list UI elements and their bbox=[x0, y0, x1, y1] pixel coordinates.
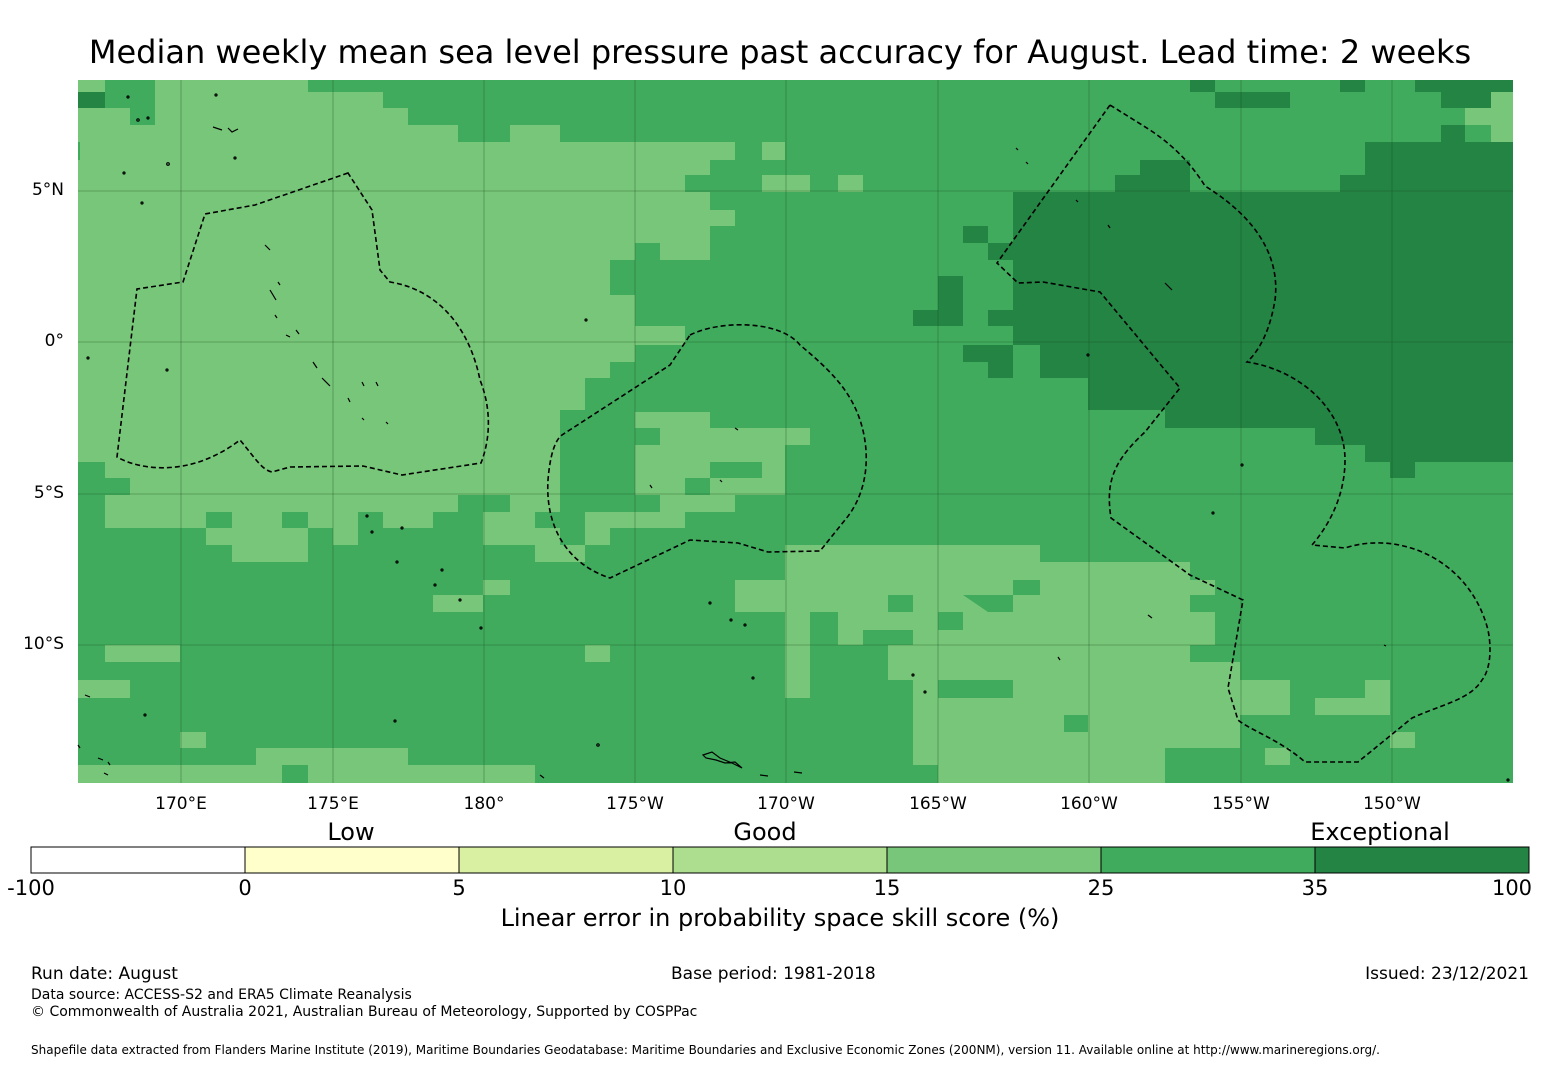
colorbar-tick: 10 bbox=[659, 876, 687, 900]
colorbar-tick: 5 bbox=[452, 876, 466, 900]
island-outlines bbox=[77, 93, 1510, 782]
colorbar-label: Linear error in probability space skill … bbox=[500, 904, 1060, 932]
lon-tick-label: 170°E bbox=[155, 794, 207, 814]
colorbar-tick: -100 bbox=[7, 876, 55, 900]
lon-tick-label: 175°E bbox=[307, 794, 359, 814]
colorbar-category-good: Good bbox=[733, 818, 797, 846]
eez-tokelau bbox=[547, 323, 868, 579]
colorbar-segment bbox=[244, 846, 460, 874]
lat-tick-label: 10°S bbox=[23, 634, 64, 654]
data-source: Data source: ACCESS-S2 and ERA5 Climate … bbox=[31, 987, 412, 1003]
colorbar-segment bbox=[672, 846, 888, 874]
colorbar-tick: 25 bbox=[1087, 876, 1115, 900]
lon-tick-label: 160°W bbox=[1060, 794, 1118, 814]
eez-kiribati-gilbert bbox=[116, 172, 490, 476]
eez-kiribati-line bbox=[995, 103, 1491, 763]
colorbar-tick: 0 bbox=[238, 876, 252, 900]
lon-tick-label: 150°W bbox=[1363, 794, 1421, 814]
colorbar-category-exceptional: Exceptional bbox=[1310, 818, 1450, 846]
lat-tick-label: 0° bbox=[44, 331, 64, 351]
colorbar-segment bbox=[886, 846, 1102, 874]
run-date: Run date: August bbox=[31, 964, 178, 984]
issued-date: Issued: 23/12/2021 bbox=[1365, 964, 1529, 984]
band-35-100-regions bbox=[78, 80, 1513, 478]
lon-tick-label: 170°W bbox=[757, 794, 815, 814]
shapefile-credit: Shapefile data extracted from Flanders M… bbox=[31, 1043, 1380, 1057]
colorbar-segment bbox=[30, 846, 246, 874]
eez-boundaries bbox=[116, 103, 1491, 763]
colorbar-tick: 35 bbox=[1301, 876, 1329, 900]
band-25-35-patches bbox=[78, 80, 1365, 783]
colorbar-segment bbox=[1314, 846, 1530, 874]
lon-tick-label: 165°W bbox=[909, 794, 967, 814]
colorbar-segment bbox=[458, 846, 674, 874]
map-title: Median weekly mean sea level pressure pa… bbox=[88, 33, 1472, 71]
lat-tick-label: 5°S bbox=[33, 483, 64, 503]
lon-tick-label: 175°W bbox=[606, 794, 664, 814]
lon-tick-label: 155°W bbox=[1212, 794, 1270, 814]
grid-lines bbox=[78, 80, 1513, 783]
colorbar-tick: 15 bbox=[873, 876, 901, 900]
lon-tick-label: 180° bbox=[463, 794, 505, 814]
colorbar bbox=[30, 846, 1530, 874]
base-period: Base period: 1981-2018 bbox=[671, 964, 876, 984]
colorbar-tick: 100 bbox=[1491, 876, 1533, 900]
colorbar-category-low: Low bbox=[327, 818, 375, 846]
copyright-notice: © Commonwealth of Australia 2021, Austra… bbox=[31, 1004, 698, 1020]
lat-tick-label: 5°N bbox=[31, 180, 64, 200]
colorbar-segment bbox=[1100, 846, 1316, 874]
